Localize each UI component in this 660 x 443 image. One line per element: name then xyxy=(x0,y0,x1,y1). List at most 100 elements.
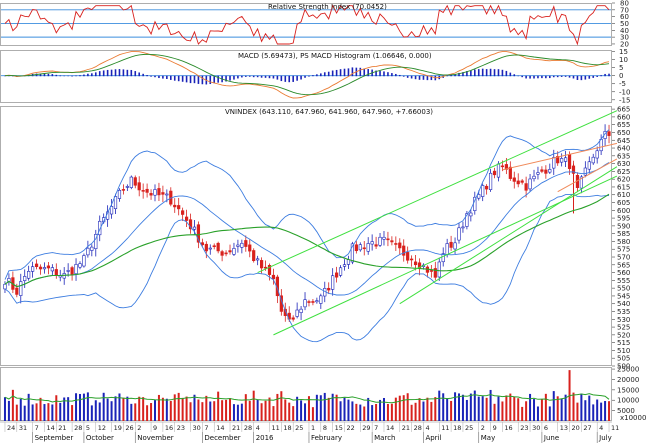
volume-bar xyxy=(276,393,279,421)
candle-body xyxy=(165,193,169,196)
candle-body xyxy=(133,177,137,186)
volume-bar xyxy=(596,399,599,421)
x-date-label: 4 xyxy=(425,424,429,432)
x-date-label: 22 xyxy=(347,424,355,432)
volume-bar xyxy=(86,392,89,421)
volume-bar xyxy=(450,400,453,421)
candle-body xyxy=(299,308,303,313)
candle-body xyxy=(212,245,216,248)
candle-body xyxy=(129,176,133,188)
macd-tick-label: 0 xyxy=(619,72,623,80)
volume-bar xyxy=(517,398,520,421)
candle-body xyxy=(70,267,74,275)
x-date-label: 9 xyxy=(153,424,157,432)
volume-bar xyxy=(394,397,397,421)
candle-body xyxy=(465,213,469,227)
price-tick-label: 520 xyxy=(617,331,630,339)
volume-bar xyxy=(485,397,488,421)
rsi-panel-title: Relative Strength Index (70.0452) xyxy=(268,3,387,11)
volume-bar xyxy=(232,404,235,421)
x-date-label: 27 xyxy=(583,424,591,432)
candle-body xyxy=(291,317,295,320)
x-date-label: 28 xyxy=(74,424,82,432)
candle-body xyxy=(567,154,572,169)
candle-body xyxy=(192,226,197,230)
rsi-tick-label: 80 xyxy=(620,0,629,8)
volume-bar xyxy=(11,389,14,421)
candle-body xyxy=(524,183,528,191)
volume-bar xyxy=(284,399,287,421)
volume-bar xyxy=(169,400,172,421)
candle-body xyxy=(449,241,453,248)
candle-body xyxy=(125,186,129,188)
price-tick-label: 660 xyxy=(617,113,630,121)
candle-body xyxy=(181,210,185,215)
volume-bar xyxy=(422,401,425,421)
volume-bar xyxy=(307,396,310,421)
candle-body xyxy=(236,244,240,247)
volume-bar xyxy=(371,405,374,421)
candle-body xyxy=(338,267,343,276)
volume-bar xyxy=(536,406,539,421)
price-tick-label: 650 xyxy=(617,129,630,137)
candle-body xyxy=(248,244,252,252)
x-date-label: 14 xyxy=(46,424,54,432)
volume-bar xyxy=(90,405,93,421)
candle-body xyxy=(78,263,82,268)
price-tick-label: 565 xyxy=(617,261,630,269)
candle-body xyxy=(528,178,532,190)
volume-bar xyxy=(165,398,168,421)
candle-body xyxy=(34,263,39,267)
trend-channel-line xyxy=(399,166,618,305)
x-date-label: 11 xyxy=(271,424,279,432)
bollinger-middle-line xyxy=(4,162,610,296)
volume-bar xyxy=(560,398,563,421)
macd-panel-frame xyxy=(0,50,612,103)
price-tick-label: 620 xyxy=(617,176,630,184)
x-date-label: 4 xyxy=(599,424,603,432)
candle-body xyxy=(220,251,224,256)
x-date-label: 4 xyxy=(256,424,260,432)
volume-bar xyxy=(584,400,587,421)
volume-bar xyxy=(197,399,200,421)
volume-unit-label: x10000 xyxy=(620,414,646,422)
volume-bar xyxy=(501,401,504,421)
volume-bar xyxy=(205,395,208,421)
candle-body xyxy=(15,287,19,295)
volume-bar xyxy=(154,400,156,421)
candle-body xyxy=(3,283,7,290)
x-date-label: 21 xyxy=(58,424,66,432)
candle-body xyxy=(240,242,244,248)
volume-tick-label: 10000 xyxy=(617,397,639,405)
volume-bar xyxy=(78,393,81,421)
volume-bar xyxy=(604,401,607,421)
volume-tick-label: 5000 xyxy=(617,407,635,415)
candle-body xyxy=(410,258,414,261)
candle-body xyxy=(406,252,410,261)
candle-body xyxy=(477,194,481,199)
volume-bar xyxy=(3,397,6,421)
price-tick-label: 645 xyxy=(617,137,630,145)
candle-body xyxy=(398,242,402,249)
volume-bar xyxy=(580,393,583,421)
volume-bar xyxy=(461,394,464,421)
volume-bar xyxy=(367,397,370,421)
candle-body xyxy=(587,161,591,170)
volume-bar xyxy=(608,401,611,421)
volume-bar xyxy=(264,400,267,421)
volume-bar xyxy=(35,403,38,421)
candle-body xyxy=(161,192,165,195)
rsi-tick-label: 30 xyxy=(620,34,629,42)
candle-body xyxy=(173,204,177,208)
volume-bar xyxy=(398,395,401,421)
candle-body xyxy=(402,245,406,256)
candle-body xyxy=(370,241,374,245)
candle-body xyxy=(520,180,524,183)
volume-bar xyxy=(525,401,528,421)
price-tick-label: 600 xyxy=(617,207,630,215)
x-date-label: 19 xyxy=(114,424,122,432)
x-month-label: December xyxy=(204,434,240,442)
candle-body xyxy=(145,188,149,193)
x-month-label: February xyxy=(311,434,342,442)
volume-bar xyxy=(434,397,437,421)
